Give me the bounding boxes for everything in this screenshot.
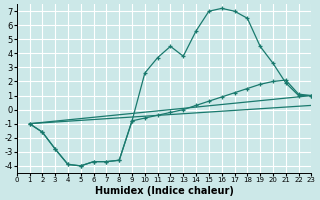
X-axis label: Humidex (Indice chaleur): Humidex (Indice chaleur) xyxy=(95,186,234,196)
